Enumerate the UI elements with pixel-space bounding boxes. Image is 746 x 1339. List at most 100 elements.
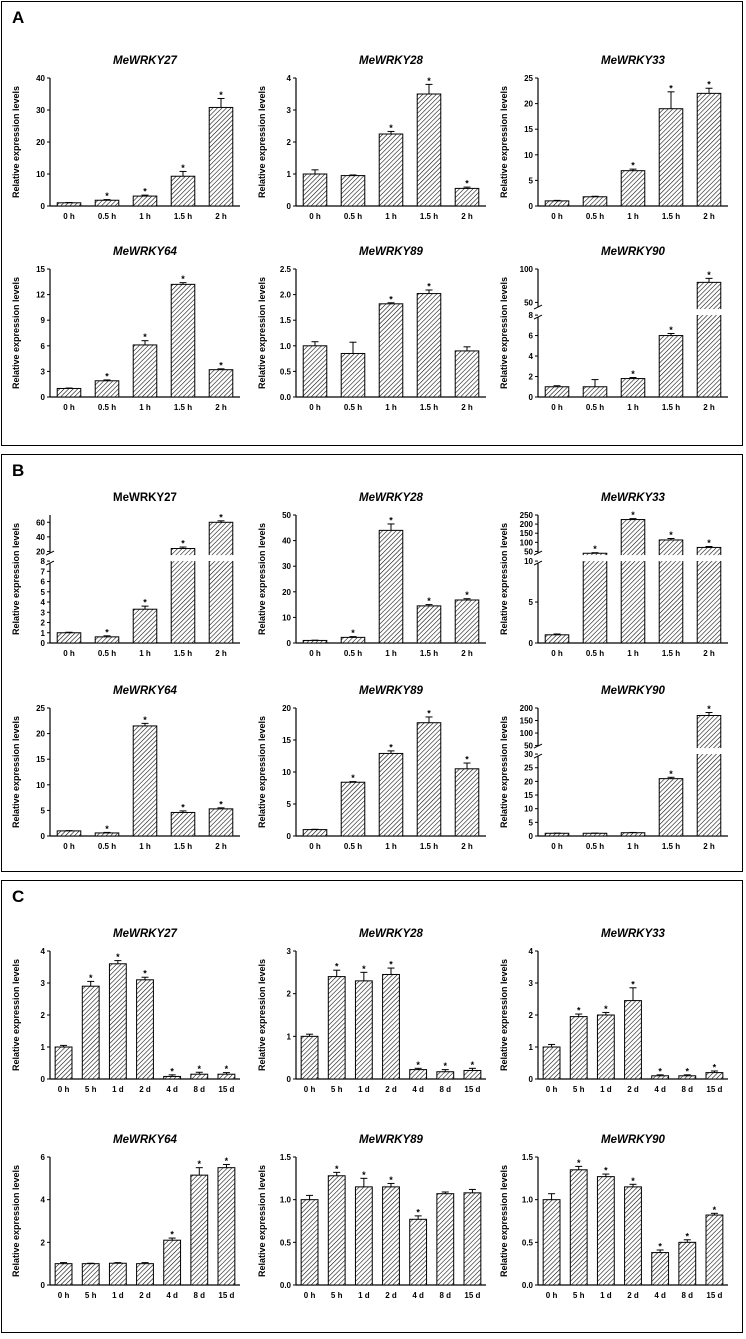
- y-tick-label-p1-c4-3: 15: [282, 736, 291, 745]
- bar-p2-c4-6: [463, 1192, 482, 1286]
- x-tick-label-p2-c0-4: 4 d: [166, 1085, 178, 1094]
- significance-star-p1-c2-3: *: [669, 530, 673, 540]
- bar-p1-c4-4: [454, 768, 480, 837]
- x-tick-label-p1-c2-3: 1.5 h: [662, 649, 680, 658]
- significance-star-p0-c3-4: *: [219, 360, 223, 370]
- bar-p0-c5-3: [658, 335, 684, 398]
- bar-p0-c4-3: [416, 293, 442, 398]
- bar-p2-c5-4: [651, 1252, 670, 1286]
- y-tick-label-p2-c5-2: 1.0: [522, 1196, 534, 1205]
- bar-p0-c5-0: [544, 386, 570, 398]
- y-tick-label-p0-c3-2: 6: [41, 342, 46, 351]
- bar-p2-c3-6: [217, 1167, 236, 1286]
- x-tick-label-p0-c5-4: 2 h: [703, 403, 715, 412]
- x-tick-label-p2-c2-2: 1 d: [600, 1085, 612, 1094]
- y-tick-label-p1-c1-5: 50: [282, 511, 291, 520]
- bar-p2-c1-3: [382, 973, 400, 1080]
- bar-p0-c3-1: [94, 380, 120, 398]
- y-tick-label-p0-c5-2: 4: [529, 352, 534, 361]
- y-tick-label-p1-c0-2: 2: [41, 619, 46, 628]
- y-tick-label-p0-c2-0: 0: [529, 202, 534, 211]
- bar-p0-c3-0: [56, 387, 82, 398]
- significance-star-p1-c0-1: *: [105, 627, 109, 637]
- significance-star-p1-c3-2: *: [143, 715, 147, 725]
- bar-p1-c3-4: [208, 808, 234, 837]
- chart-title-p0-c2: MeWRKY33: [601, 55, 666, 67]
- bar-p2-c2-6: [705, 1072, 724, 1080]
- y-tick-label-p1-c5-5: 25: [524, 764, 533, 773]
- significance-star-p0-c2-4: *: [707, 80, 711, 90]
- y-tick-label-p1-c1-0: 0: [287, 639, 292, 648]
- significance-star-p2-c2-2: *: [604, 1004, 608, 1014]
- x-tick-label-p2-c4-5: 8 d: [440, 1291, 452, 1300]
- chart-title-p1-c2: MeWRKY33: [601, 492, 666, 504]
- y-tick-label-p2-c4-2: 1.0: [280, 1196, 292, 1205]
- significance-star-p0-c3-3: *: [181, 274, 185, 284]
- y-axis-label-p1-c0: Relative expression levels: [11, 523, 21, 635]
- chart-b6: MeWRKY90 Relative expression levels 0 5 10 15…: [496, 680, 736, 870]
- y-axis-label-p2-c0: Relative expression levels: [11, 959, 21, 1071]
- bar-p1-c3-2: [132, 725, 158, 837]
- x-tick-label-p1-c0-0: 0 h: [63, 649, 75, 658]
- x-tick-label-p0-c4-2: 1 h: [385, 403, 397, 412]
- y-tick-label-p2-c4-3: 1.5: [280, 1153, 292, 1162]
- bar-p2-c5-2: [596, 1176, 615, 1286]
- x-tick-label-p0-c4-4: 2 h: [461, 403, 473, 412]
- x-tick-label-p2-c4-2: 1 d: [358, 1291, 370, 1300]
- y-tick-label-p1-c3-1: 5: [41, 806, 46, 815]
- bar-p2-c1-0: [300, 1035, 319, 1080]
- y-tick-label-p0-c1-0: 0: [287, 202, 292, 211]
- y-tick-label-p2-c4-1: 0.5: [280, 1238, 292, 1247]
- significance-star-p1-c1-2: *: [389, 515, 393, 525]
- x-tick-label-p2-c5-2: 1 d: [600, 1291, 612, 1300]
- axis-break-mark-upper-p1-c5: [533, 743, 543, 749]
- y-tick-label-p2-c3-0: 0: [41, 1281, 46, 1290]
- x-tick-label-p1-c0-4: 2 h: [215, 649, 227, 658]
- x-tick-label-p0-c5-0: 0 h: [551, 403, 563, 412]
- y-tick-label-p2-c0-1: 1: [41, 1043, 46, 1052]
- y-tick-label-p0-c3-0: 0: [41, 393, 46, 402]
- x-tick-label-p2-c2-3: 2 d: [627, 1085, 639, 1094]
- chart-title-p2-c3: MeWRKY64: [113, 1134, 178, 1146]
- y-tick-label-p1-c0-6: 6: [41, 578, 46, 587]
- significance-star-p2-c4-3: *: [389, 1175, 393, 1185]
- y-axis-label-p2-c2: Relative expression levels: [499, 959, 509, 1071]
- y-axis-label-p0-c0: Relative expression levels: [11, 86, 21, 198]
- y-tick-label-p1-c5-0: 0: [529, 832, 534, 841]
- x-tick-label-p1-c0-3: 1.5 h: [174, 649, 192, 658]
- x-tick-label-p1-c2-1: 0.5 h: [586, 649, 604, 658]
- y-tick-label-p1-c5-3: 15: [524, 791, 533, 800]
- x-tick-label-p2-c2-4: 4 d: [654, 1085, 666, 1094]
- y-tick-label-p1-c5-8: 100: [520, 729, 534, 738]
- significance-star-p2-c5-1: *: [577, 1158, 581, 1168]
- y-tick-label-p1-c5-1: 5: [529, 818, 534, 827]
- chart-b4: MeWRKY64 Relative expression levels 0 5 10 15…: [8, 680, 248, 870]
- x-tick-label-p0-c0-1: 0.5 h: [98, 212, 116, 221]
- bar-p2-c3-4: [163, 1239, 182, 1286]
- y-axis-label-p1-c2: Relative expression levels: [499, 523, 509, 635]
- y-tick-label-p1-c5-4: 20: [524, 777, 533, 786]
- y-tick-label-p1-c0-3: 3: [41, 608, 46, 617]
- y-tick-label-p2-c0-2: 2: [41, 1011, 46, 1020]
- bar-p0-c5-2: [620, 378, 646, 398]
- y-axis-label-p1-c4: Relative expression levels: [257, 716, 267, 828]
- chart-c5: MeWRKY89 Relative expression levels 0.0 0.5…: [254, 1129, 494, 1319]
- chart-title-p2-c4: MeWRKY89: [359, 1134, 424, 1146]
- bar-p0-c5-1: [582, 386, 608, 398]
- x-tick-label-p1-c4-0: 0 h: [309, 842, 321, 851]
- x-tick-label-p1-c0-1: 0.5 h: [98, 649, 116, 658]
- bar-p2-c3-3: [136, 1263, 154, 1286]
- axis-break-mark-upper-p0-c5: [533, 304, 543, 310]
- y-tick-label-p2-c1-3: 3: [287, 947, 292, 956]
- significance-star-p2-c2-5: *: [686, 1066, 690, 1076]
- bar-p0-c5-4: [696, 281, 722, 398]
- bar-p1-c1-1: [340, 636, 366, 644]
- x-tick-label-p2-c4-6: 15 d: [464, 1291, 480, 1300]
- y-tick-label-p0-c0-4: 40: [36, 74, 45, 83]
- x-tick-label-p2-c3-5: 8 d: [194, 1291, 206, 1300]
- chart-c6: MeWRKY90 Relative expression levels 0.0 0.5…: [496, 1129, 736, 1319]
- x-tick-label-p1-c3-4: 2 h: [215, 842, 227, 851]
- bar-p0-c2-3: [658, 108, 684, 207]
- y-tick-label-p2-c1-2: 2: [287, 990, 292, 999]
- significance-star-p2-c1-2: *: [362, 964, 366, 974]
